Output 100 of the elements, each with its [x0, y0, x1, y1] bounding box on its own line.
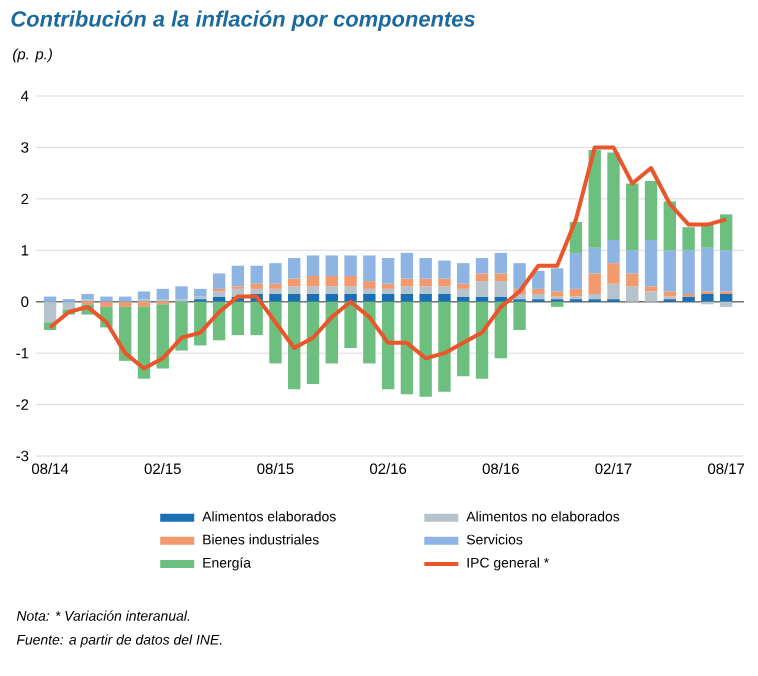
bar	[212, 273, 226, 289]
bar	[363, 255, 376, 282]
bar	[513, 301, 526, 331]
bar	[400, 301, 414, 395]
bar	[475, 301, 489, 379]
bar	[569, 288, 583, 297]
bar	[288, 258, 301, 279]
bar	[588, 150, 601, 248]
bar	[231, 301, 245, 336]
bar	[100, 301, 113, 307]
bar	[119, 296, 132, 302]
bar	[701, 294, 714, 302]
bar	[381, 288, 395, 295]
bar	[438, 260, 451, 279]
bar	[457, 301, 470, 377]
bar	[626, 286, 639, 302]
bar	[250, 288, 263, 295]
bar	[250, 265, 263, 284]
bar	[663, 291, 677, 297]
bar	[494, 273, 507, 282]
bar	[663, 250, 677, 292]
chart-title: Contribución a la inflación por componentes	[11, 10, 475, 32]
bar	[607, 283, 620, 300]
bar	[626, 250, 639, 274]
bar	[644, 291, 658, 302]
bar	[156, 304, 169, 369]
bar	[381, 294, 395, 302]
bar	[269, 283, 282, 289]
bar	[607, 263, 620, 284]
bar	[438, 294, 451, 302]
bar	[306, 255, 320, 277]
bar	[344, 276, 357, 287]
bar	[588, 294, 601, 300]
bar	[719, 250, 733, 292]
bar	[137, 301, 151, 307]
bar	[438, 301, 451, 392]
bar	[607, 240, 620, 264]
bar	[457, 288, 470, 297]
bar	[513, 263, 526, 289]
bar	[438, 286, 451, 295]
bar	[81, 294, 94, 300]
bar	[288, 286, 301, 295]
bar	[306, 294, 320, 302]
bar	[719, 214, 733, 251]
bar	[419, 294, 432, 302]
bar	[194, 288, 207, 297]
bar	[43, 301, 57, 323]
bar	[682, 227, 695, 251]
bar	[306, 276, 320, 287]
bar	[269, 263, 282, 284]
bar	[701, 224, 714, 248]
bar	[363, 294, 376, 302]
bar	[644, 240, 658, 287]
bar	[325, 255, 338, 277]
bar	[457, 296, 470, 302]
bar	[363, 281, 376, 289]
bar	[475, 273, 489, 282]
bar	[457, 283, 470, 289]
bar	[344, 294, 357, 302]
bar	[306, 301, 320, 385]
bar	[288, 294, 301, 302]
bar	[532, 288, 545, 295]
bar	[550, 301, 564, 307]
bar	[363, 288, 376, 295]
bar	[325, 286, 338, 295]
bar	[250, 301, 263, 336]
bar	[381, 283, 395, 289]
bar	[550, 268, 564, 292]
bar	[457, 263, 470, 284]
bar	[682, 296, 695, 302]
bar	[400, 252, 414, 279]
bar	[719, 301, 733, 307]
bar	[212, 296, 226, 302]
bar	[400, 294, 414, 302]
bar	[269, 294, 282, 302]
bar	[419, 258, 432, 279]
bar	[156, 288, 169, 300]
bar	[43, 296, 57, 302]
bar	[100, 296, 113, 302]
bar	[419, 301, 432, 397]
bar	[644, 286, 658, 292]
bar	[344, 255, 357, 277]
bar	[438, 278, 451, 287]
bar	[231, 265, 245, 287]
bar	[137, 291, 151, 300]
bar	[419, 286, 432, 295]
bar	[588, 273, 601, 295]
bar	[381, 301, 395, 390]
bar	[494, 281, 507, 297]
bar	[475, 296, 489, 302]
bar	[137, 306, 151, 379]
bar	[269, 288, 282, 295]
bar	[475, 258, 489, 274]
bar	[475, 281, 489, 297]
bar	[626, 183, 639, 251]
bar	[325, 276, 338, 287]
bar	[381, 258, 395, 284]
bar	[607, 152, 620, 241]
bar	[532, 270, 545, 289]
bar	[682, 250, 695, 295]
